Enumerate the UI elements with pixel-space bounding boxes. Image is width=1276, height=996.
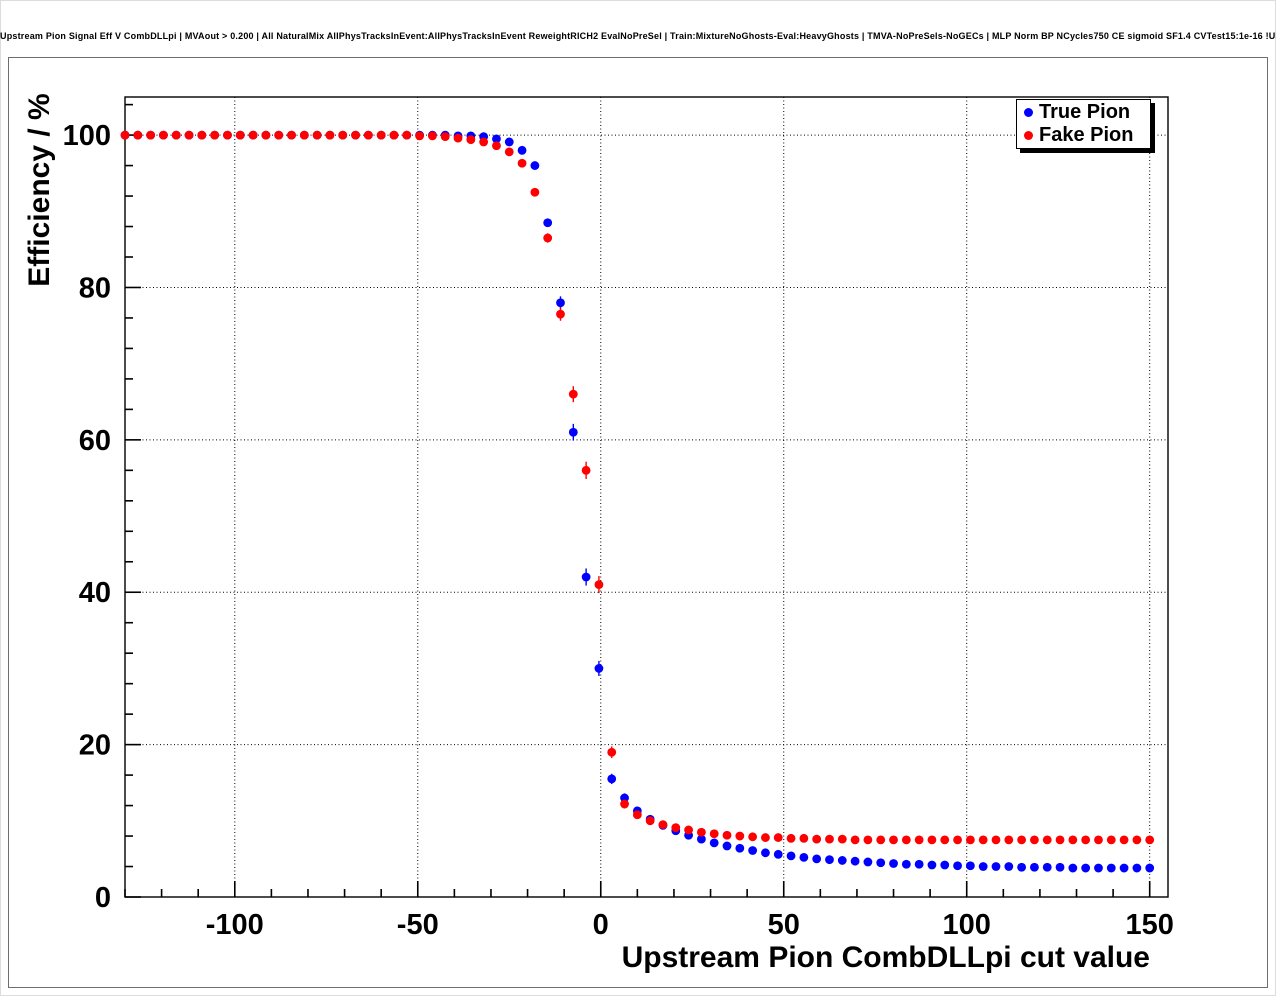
legend-label: Fake Pion <box>1039 124 1134 146</box>
svg-text:60: 60 <box>79 425 111 457</box>
svg-text:20: 20 <box>79 730 111 762</box>
svg-text:0: 0 <box>593 909 609 941</box>
legend-label: True Pion <box>1039 101 1131 123</box>
svg-text:-100: -100 <box>206 909 264 941</box>
x-axis-title: Upstream Pion CombDLLpi cut value <box>621 941 1150 974</box>
svg-text:0: 0 <box>95 882 111 914</box>
legend-item-true-pion: True Pion <box>1017 101 1150 124</box>
true-pion-marker-icon <box>1024 108 1033 117</box>
svg-text:50: 50 <box>768 909 800 941</box>
svg-text:80: 80 <box>79 272 111 304</box>
fake-pion-marker-icon <box>1024 131 1033 140</box>
legend-item-fake-pion: Fake Pion <box>1017 124 1150 147</box>
svg-text:100: 100 <box>63 120 111 152</box>
legend: True Pion Fake Pion <box>1016 99 1151 149</box>
svg-text:-50: -50 <box>397 909 439 941</box>
y-axis-title: Efficiency / % <box>23 93 56 287</box>
svg-text:40: 40 <box>79 577 111 609</box>
plot-title: Upstream Pion Signal Eff V CombDLLpi | M… <box>0 31 1276 41</box>
svg-text:150: 150 <box>1126 909 1174 941</box>
svg-text:100: 100 <box>943 909 991 941</box>
